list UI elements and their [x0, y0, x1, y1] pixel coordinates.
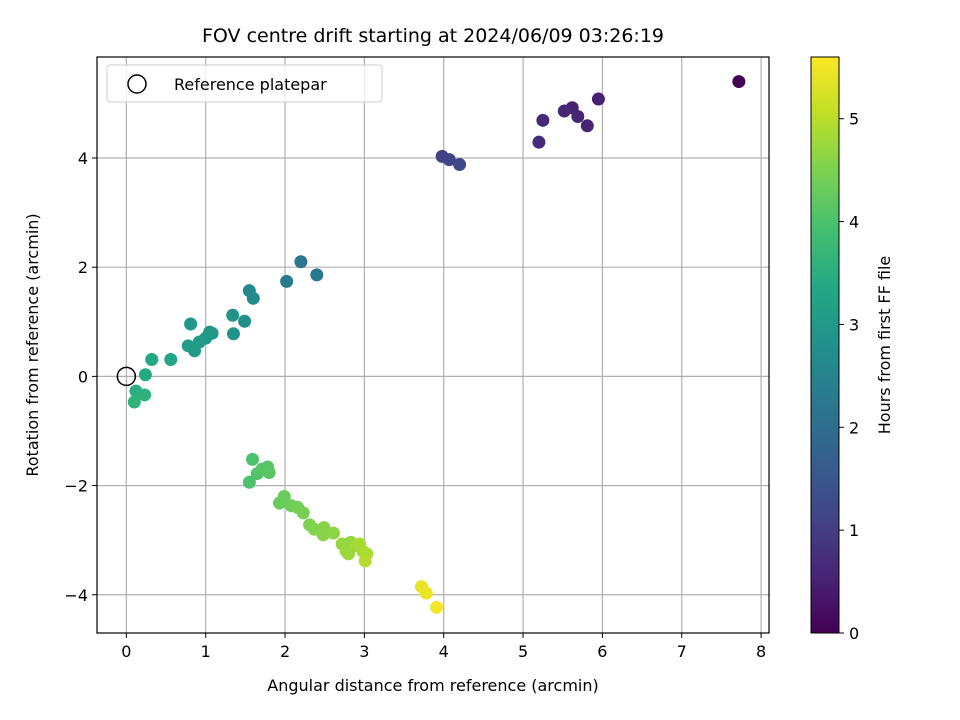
x-tick-label: 7	[677, 642, 687, 661]
x-tick-label: 6	[597, 642, 607, 661]
data-point	[246, 452, 260, 466]
colorbar-tick-label: 1	[849, 521, 859, 540]
y-tick-label: 2	[78, 258, 88, 277]
data-point	[294, 255, 308, 269]
data-point	[246, 291, 260, 305]
x-tick-label: 1	[201, 642, 211, 661]
x-tick-label: 0	[121, 642, 131, 661]
data-point	[532, 135, 546, 149]
colorbar-tick-label: 0	[849, 624, 859, 643]
data-point	[188, 344, 202, 358]
colorbar-tick-label: 5	[849, 110, 859, 129]
data-point	[184, 317, 198, 331]
data-point	[226, 327, 240, 341]
data-point	[430, 600, 444, 614]
data-point	[262, 465, 276, 479]
y-tick-label: −4	[64, 586, 88, 605]
plot-frame	[96, 56, 770, 634]
data-point	[226, 308, 240, 322]
colorbar-tick-label: 4	[849, 213, 859, 232]
scatter-points	[127, 75, 746, 614]
data-point	[557, 104, 571, 118]
x-axis-label: Angular distance from reference (arcmin)	[267, 676, 598, 695]
data-point	[138, 388, 152, 402]
data-point	[453, 158, 467, 172]
data-point	[732, 75, 746, 89]
x-axis-ticks: 0 1 2 3 4 5 6 7 8	[121, 633, 766, 661]
data-point	[342, 547, 356, 561]
legend-box	[106, 64, 383, 103]
y-axis-ticks: −4 −2 0 2 4	[64, 149, 97, 605]
legend: Reference platepar	[106, 64, 383, 103]
data-point	[238, 314, 252, 328]
data-point	[138, 368, 152, 382]
legend-marker	[127, 74, 147, 94]
reference-platepar-marker	[116, 366, 137, 387]
y-tick-label: 0	[78, 367, 88, 386]
data-point	[326, 526, 340, 540]
data-point	[145, 352, 159, 366]
y-tick-label: −2	[64, 477, 88, 496]
y-tick-label: 4	[78, 149, 88, 168]
data-point	[164, 352, 178, 366]
x-tick-label: 2	[280, 642, 290, 661]
data-point	[296, 506, 310, 520]
colorbar-tick-label: 3	[849, 315, 859, 334]
data-point	[442, 153, 456, 167]
y-axis-label: Rotation from reference (arcmin)	[23, 213, 42, 476]
data-point	[272, 496, 286, 510]
x-tick-label: 4	[439, 642, 449, 661]
colorbar-tick-label: 2	[849, 418, 859, 437]
x-tick-label: 5	[518, 642, 528, 661]
colorbar-ticks: 0 1 2 3 4 5	[839, 110, 859, 643]
colorbar	[810, 56, 840, 634]
grid-lines	[97, 57, 769, 633]
data-point	[280, 274, 294, 288]
data-point	[242, 475, 256, 489]
data-point	[310, 268, 324, 282]
x-tick-label: 8	[756, 642, 766, 661]
data-point	[358, 554, 372, 568]
data-point	[127, 395, 141, 409]
chart-title: FOV centre drift starting at 2024/06/09 …	[202, 25, 664, 47]
data-point	[316, 528, 330, 542]
data-point	[571, 110, 585, 124]
x-tick-label: 3	[359, 642, 369, 661]
data-point	[536, 113, 550, 127]
legend-entry-reference: Reference platepar	[174, 75, 327, 94]
data-point	[580, 119, 594, 133]
data-point	[419, 586, 433, 600]
data-point	[591, 92, 605, 106]
colorbar-label: Hours from first FF file	[875, 256, 894, 435]
